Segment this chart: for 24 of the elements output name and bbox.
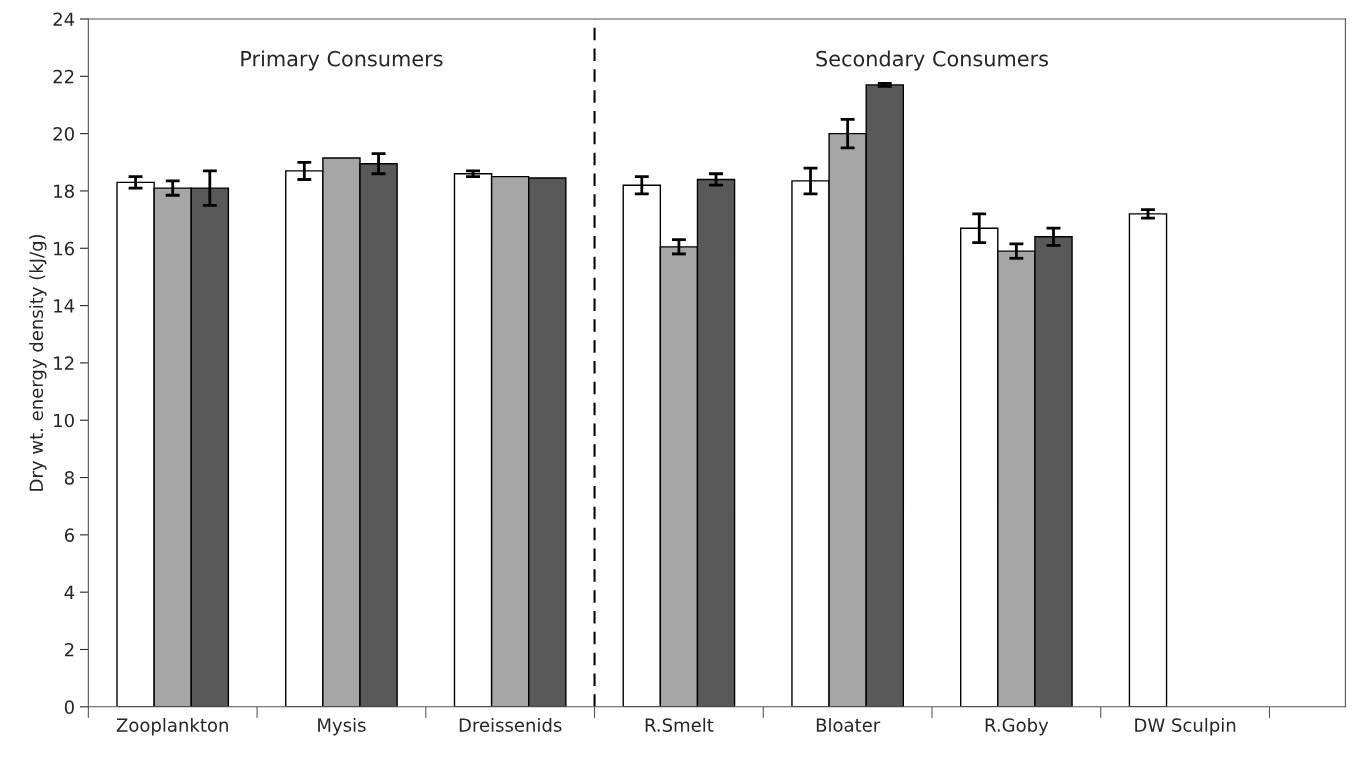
y-tick-label: 0: [64, 700, 74, 714]
x-tick-label: Dreissenids: [459, 717, 562, 732]
x-tick-label: R.Goby: [985, 717, 1049, 736]
y-tick-label: 14: [54, 299, 75, 313]
y-tick-label: 16: [54, 241, 74, 256]
x-tick-label: DW Sculpin: [1135, 717, 1236, 736]
y-tick-label: 10: [54, 413, 74, 428]
y-axis-title: Dry wt. energy density (kJ/g): [29, 234, 47, 491]
y-tick-label: 6: [64, 528, 74, 542]
bar: [1128, 213, 1168, 707]
y-tick-label: 12: [54, 356, 74, 370]
annotation: Secondary Consumers: [816, 50, 1049, 71]
y-tick-label: 22: [53, 69, 74, 84]
y-tick-label: 8: [64, 470, 74, 485]
x-tick-label: R.Smelt: [645, 717, 714, 732]
x-tick-label: Mysis: [318, 717, 366, 736]
y-tick-label: 4: [64, 585, 75, 600]
y-tick-label: 2: [64, 642, 74, 657]
annotation: Primary Consumers: [241, 50, 443, 71]
x-tick-label: Zooplankton: [116, 717, 228, 736]
y-tick-label: 24: [53, 12, 75, 26]
y-tick-label: 20: [53, 127, 74, 141]
x-tick-label: Bloater: [816, 717, 881, 732]
y-tick-label: 18: [54, 184, 74, 199]
